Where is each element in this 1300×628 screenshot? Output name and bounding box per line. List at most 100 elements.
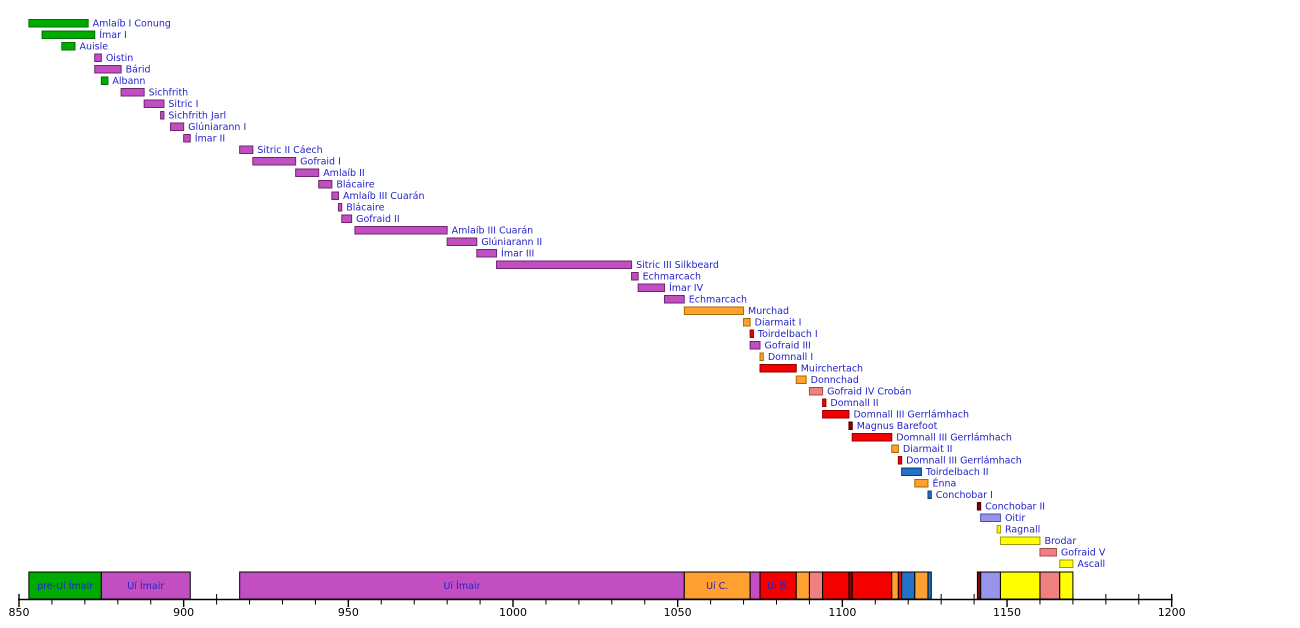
bar-gluniarann-i-9[interactable] [169, 122, 185, 131]
bar-label-diarmait-i-26[interactable]: Diarmait I [755, 317, 802, 328]
bar-echmarcach-22[interactable] [631, 272, 639, 281]
bar-label-amlaib-i-conung-0[interactable]: Amlaíb I Conung [93, 18, 171, 29]
bar-conchobar-i-41[interactable] [927, 490, 932, 499]
bar-domnall-iii-gerrlamhach-34[interactable] [822, 410, 850, 419]
bar-label-muirchertach-30[interactable]: Muirchertach [801, 363, 863, 374]
bar-oistin-3[interactable] [94, 53, 102, 62]
bar-murchad-25[interactable] [683, 306, 745, 315]
bar-label-amlaib-ii-13[interactable]: Amlaíb II [323, 168, 365, 179]
bar-blacaire-14[interactable] [318, 180, 333, 189]
bar-gofraid-iii-28[interactable] [749, 341, 761, 350]
bar-label-ascall-47[interactable]: Ascall [1077, 559, 1105, 570]
bar-label-gofraid-iii-28[interactable]: Gofraid III [765, 340, 811, 351]
bar-label-blacaire-16[interactable]: Blácaire [346, 202, 384, 213]
bar-echmarcach-24[interactable] [664, 295, 685, 304]
bar-label-sitric-i-7[interactable]: Sitric I [168, 99, 198, 110]
bar-label-albann-5[interactable]: Albann [112, 76, 145, 87]
bar-amlaib-i-conung-0[interactable] [28, 19, 89, 28]
bar-sitric-i-7[interactable] [143, 99, 165, 108]
bar-auisle-2[interactable] [61, 42, 76, 51]
bar-label-imar-iii-20[interactable]: Ímar III [501, 247, 534, 259]
bar-domnall-i-29[interactable] [759, 352, 764, 361]
bar-label-sitric-ii-caech-11[interactable]: Sitric II Cáech [257, 145, 322, 156]
bar-ascall-47[interactable] [1059, 559, 1074, 568]
bar-gofraid-iv-croban-32[interactable] [808, 387, 824, 396]
bar-domnall-iii-gerrlamhach-38[interactable] [897, 456, 903, 465]
bar-label-blacaire-14[interactable]: Blácaire [336, 179, 374, 190]
bar-label-domnall-i-29[interactable]: Domnall I [768, 352, 813, 363]
bar-gofraid-i-12[interactable] [252, 157, 297, 166]
bar-label-echmarcach-22[interactable]: Echmarcach [643, 271, 701, 282]
bar-label-amlaib-iii-cuaran-15[interactable]: Amlaíb III Cuarán [343, 191, 425, 202]
bar-label-imar-ii-10[interactable]: Ímar II [195, 132, 225, 144]
bar-label-gluniarann-ii-19[interactable]: Glúniarann II [481, 237, 542, 248]
band-label-ui-c[interactable]: Uí C. [706, 581, 728, 592]
bar-label-amlaib-iii-cuaran-18[interactable]: Amlaíb III Cuarán [452, 225, 534, 236]
bar-amlaib-iii-cuaran-18[interactable] [354, 226, 448, 235]
bar-label-oitir-43[interactable]: Oitir [1005, 513, 1025, 524]
bar-label-domnall-iii-gerrlamhach-38[interactable]: Domnall III Gerrlámhach [906, 455, 1022, 466]
bar-ragnall-44[interactable] [996, 525, 1001, 534]
bar-label-gluniarann-i-9[interactable]: Glúniarann I [188, 122, 246, 133]
bar-albann-5[interactable] [100, 76, 109, 85]
band-label-ui-b[interactable]: Uí B. [767, 581, 789, 592]
bar-imar-i-1[interactable] [41, 30, 96, 39]
bar-domnall-ii-33[interactable] [822, 398, 827, 407]
bar-domnall-iii-gerrlamhach-36[interactable] [851, 433, 893, 442]
bar-label-enna-40[interactable]: Énna [932, 477, 956, 489]
bar-label-barid-4[interactable]: Bárid [126, 64, 151, 75]
bar-label-ragnall-44[interactable]: Ragnall [1005, 524, 1040, 535]
bar-label-brodar-45[interactable]: Brodar [1044, 536, 1076, 547]
band-label-ui-imair[interactable]: Uí Ímair [443, 580, 480, 592]
bar-label-oistin-3[interactable]: Oistin [106, 53, 133, 64]
bar-sichfrith-6[interactable] [120, 88, 145, 97]
band-label-pre-ui-imair[interactable]: pre-Uí Ímair [37, 580, 93, 592]
bar-oitir-43[interactable] [980, 513, 1001, 522]
bar-label-echmarcach-24[interactable]: Echmarcach [689, 294, 747, 305]
bar-enna-40[interactable] [914, 479, 929, 488]
band-label-ui-imair[interactable]: Uí Ímair [127, 580, 164, 592]
bar-diarmait-i-26[interactable] [743, 318, 751, 327]
bar-label-sichfrith-jarl-8[interactable]: Sichfrith Jarl [168, 110, 226, 121]
bar-label-imar-iv-23[interactable]: Ímar IV [669, 282, 704, 294]
bar-gofraid-v-46[interactable] [1039, 548, 1057, 557]
bar-imar-iv-23[interactable] [637, 283, 666, 292]
bar-label-sichfrith-6[interactable]: Sichfrith [149, 87, 189, 98]
bar-imar-ii-10[interactable] [183, 134, 191, 143]
bar-label-domnall-ii-33[interactable]: Domnall II [830, 398, 878, 409]
bar-label-imar-i-1[interactable]: Ímar I [99, 29, 127, 41]
bar-label-toirdelbach-ii-39[interactable]: Toirdelbach II [925, 467, 989, 478]
bar-muirchertach-30[interactable] [759, 364, 797, 373]
bar-toirdelbach-ii-39[interactable] [901, 467, 922, 476]
bar-barid-4[interactable] [94, 65, 122, 74]
bar-blacaire-16[interactable] [337, 203, 343, 212]
bar-label-diarmait-ii-37[interactable]: Diarmait II [903, 444, 953, 455]
bar-imar-iii-20[interactable] [476, 249, 498, 258]
bar-label-magnus-barefoot-35[interactable]: Magnus Barefoot [857, 421, 938, 432]
bar-magnus-barefoot-35[interactable] [848, 421, 853, 430]
bar-sichfrith-jarl-8[interactable] [160, 111, 165, 120]
bar-label-conchobar-i-41[interactable]: Conchobar I [936, 490, 993, 501]
bar-label-domnall-iii-gerrlamhach-34[interactable]: Domnall III Gerrlámhach [853, 409, 969, 420]
bar-toirdelbach-i-27[interactable] [749, 329, 754, 338]
bar-sitric-ii-caech-11[interactable] [239, 145, 254, 154]
bar-label-conchobar-ii-42[interactable]: Conchobar II [985, 501, 1045, 512]
bar-label-gofraid-v-46[interactable]: Gofraid V [1061, 547, 1106, 558]
bar-label-donnchad-31[interactable]: Donnchad [811, 375, 859, 386]
bar-label-gofraid-i-12[interactable]: Gofraid I [300, 156, 341, 167]
bar-amlaib-ii-13[interactable] [295, 168, 320, 177]
bar-sitric-iii-silkbeard-21[interactable] [496, 260, 633, 269]
bar-gofraid-ii-17[interactable] [341, 214, 353, 223]
bar-diarmait-ii-37[interactable] [891, 444, 899, 453]
bar-label-gofraid-ii-17[interactable]: Gofraid II [356, 214, 400, 225]
bar-conchobar-ii-42[interactable] [976, 502, 982, 511]
bar-label-auisle-2[interactable]: Auisle [79, 41, 108, 52]
bar-label-sitric-iii-silkbeard-21[interactable]: Sitric III Silkbeard [636, 260, 719, 271]
bar-label-gofraid-iv-croban-32[interactable]: Gofraid IV Crobán [827, 386, 911, 397]
bar-label-toirdelbach-i-27[interactable]: Toirdelbach I [757, 329, 818, 340]
bar-label-domnall-iii-gerrlamhach-36[interactable]: Domnall III Gerrlámhach [896, 432, 1012, 443]
bar-amlaib-iii-cuaran-15[interactable] [331, 191, 339, 200]
bar-label-murchad-25[interactable]: Murchad [748, 306, 789, 317]
bar-brodar-45[interactable] [999, 536, 1041, 545]
bar-gluniarann-ii-19[interactable] [446, 237, 478, 246]
